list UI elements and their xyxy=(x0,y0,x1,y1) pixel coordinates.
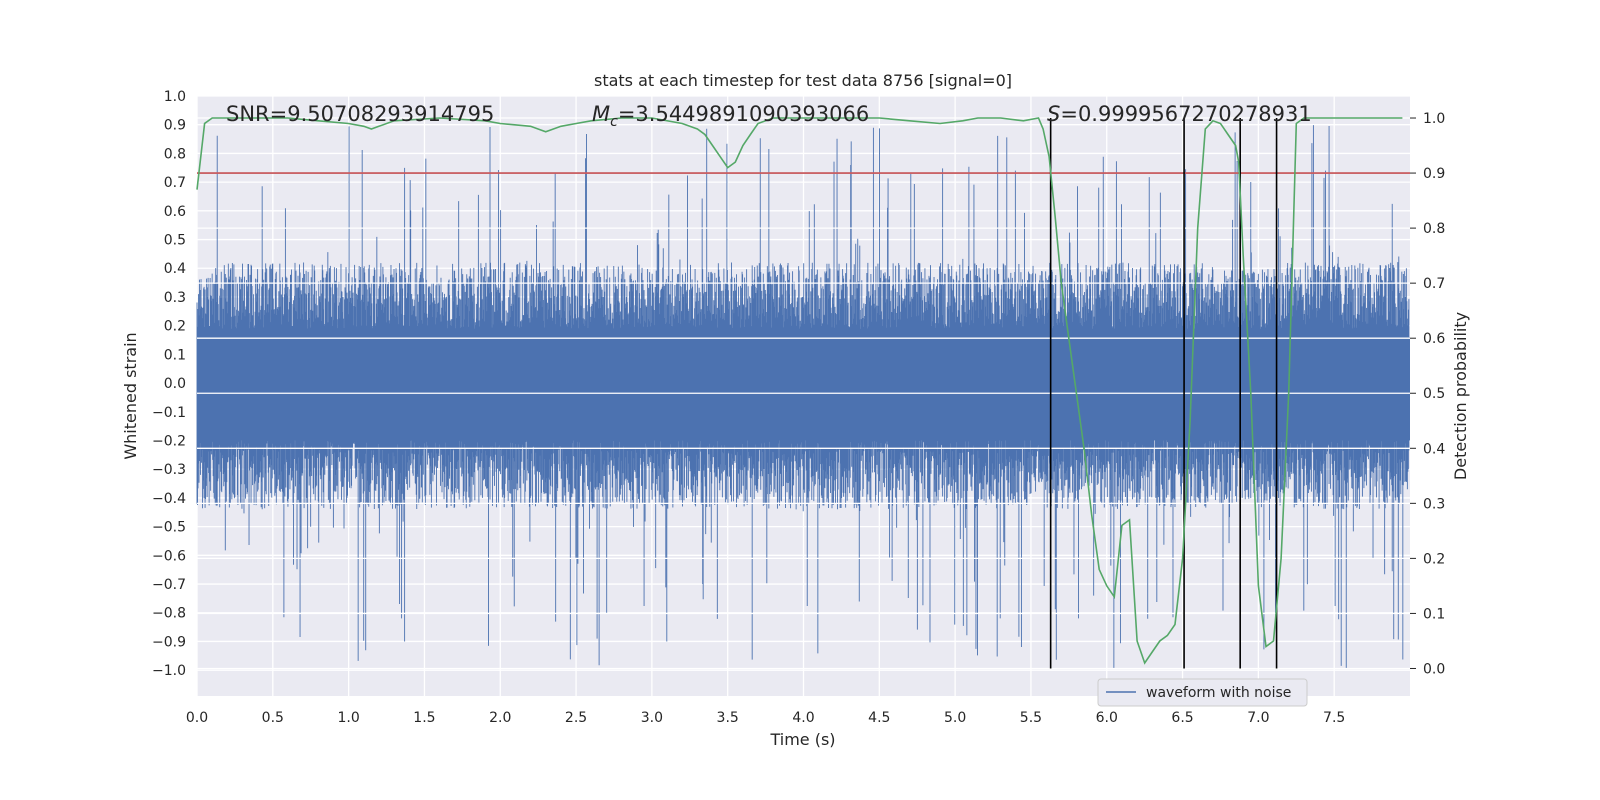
x-tick-label: 5.0 xyxy=(944,710,966,726)
legend-label-waveform: waveform with noise xyxy=(1146,685,1291,701)
y-left-tick-label: −0.3 xyxy=(152,462,186,478)
y-right-tick-label: 0.9 xyxy=(1423,166,1445,182)
x-tick-label: 3.5 xyxy=(717,710,739,726)
x-tick-label: 7.5 xyxy=(1323,710,1345,726)
y-right-tick-label: 0.7 xyxy=(1423,276,1445,292)
y-left-tick-label: 0.6 xyxy=(164,204,186,220)
y-left-tick-label: 1.0 xyxy=(164,89,186,105)
x-axis-label: Time (s) xyxy=(769,730,835,749)
y-left-tick-label: −0.2 xyxy=(152,433,186,449)
y-left-tick-label: −0.1 xyxy=(152,405,186,421)
mc-subscript: c xyxy=(610,114,618,130)
waveform-core xyxy=(197,337,1410,441)
y-left-tick-label: −0.4 xyxy=(152,491,186,507)
y-left-tick-label: −0.7 xyxy=(152,577,186,593)
y-right-tick-label: 0.0 xyxy=(1423,661,1445,677)
y-left-tick-label: 0.5 xyxy=(164,233,186,249)
chart-title: stats at each timestep for test data 875… xyxy=(594,71,1012,90)
y-right-tick-label: 0.6 xyxy=(1423,331,1445,347)
x-tick-label: 0.5 xyxy=(262,710,284,726)
x-tick-label: 7.0 xyxy=(1247,710,1269,726)
y-left-tick-label: −0.8 xyxy=(152,606,186,622)
mc-symbol: M xyxy=(592,102,610,126)
detection-probability-line xyxy=(196,117,1403,665)
x-tick-label: 2.0 xyxy=(489,710,511,726)
left-axis-ticks: 1.0 0.9 0.8 0.7 0.6 0.5 0.4 0.3 0.2 0.1 0.0 −0.1 −0.… xyxy=(152,89,186,679)
y-axis-left-label: Whitened strain xyxy=(121,332,140,459)
y-right-tick-label: 0.4 xyxy=(1423,441,1445,457)
legend-box xyxy=(1097,678,1308,707)
y-left-tick-label: 0.7 xyxy=(164,175,186,191)
x-tick-label: 3.0 xyxy=(641,710,663,726)
y-left-tick-label: 0.2 xyxy=(164,319,186,335)
x-axis-ticks: 0.0 0.5 1.0 1.5 2.0 2.5 3.0 3.5 4.0 4.5 5.0 5.5 6.0 6… xyxy=(186,710,1345,726)
y-left-tick-label: 0.8 xyxy=(164,146,186,162)
y-right-tick-label: 1.0 xyxy=(1423,111,1445,127)
x-tick-label: 4.0 xyxy=(792,710,814,726)
y-right-tick-label: 0.8 xyxy=(1423,221,1445,237)
y-left-tick-label: 0.1 xyxy=(164,347,186,363)
s-symbol: S xyxy=(1047,102,1060,126)
y-left-tick-label: −0.6 xyxy=(152,548,186,564)
y-right-tick-label: 0.3 xyxy=(1423,496,1445,512)
y-right-tick-label: 0.5 xyxy=(1423,386,1445,402)
y-left-tick-label: −1.0 xyxy=(152,663,186,679)
y-left-tick-label: −0.5 xyxy=(152,520,186,536)
y-left-tick-label: 0.0 xyxy=(164,376,186,392)
x-tick-label: 4.5 xyxy=(868,710,890,726)
x-tick-label: 1.5 xyxy=(413,710,435,726)
x-tick-label: 1.0 xyxy=(337,710,359,726)
x-tick-label: 6.0 xyxy=(1096,710,1118,726)
x-tick-label: 0.0 xyxy=(186,710,208,726)
mc-annotation: Mc=3.5449891090393066 xyxy=(592,102,869,130)
overlay xyxy=(196,117,1410,670)
y-right-tick-label: 0.1 xyxy=(1423,606,1445,622)
y-left-tick-label: 0.4 xyxy=(164,261,186,277)
right-axis-ticks: 1.0 0.9 0.8 0.7 0.6 0.5 0.4 0.3 0.2 0.1 0.0 xyxy=(1410,111,1445,677)
x-tick-label: 6.5 xyxy=(1171,710,1193,726)
waveform-series xyxy=(196,125,1410,669)
y-right-tick-label: 0.2 xyxy=(1423,551,1445,567)
snr-annotation: SNR=9.50708293914795 xyxy=(226,102,494,126)
s-annotation: S=0.9999567270278931 xyxy=(1047,102,1312,126)
legend: waveform with noise xyxy=(1097,678,1308,707)
x-tick-label: 2.5 xyxy=(565,710,587,726)
y-left-tick-label: 0.9 xyxy=(164,118,186,134)
y-left-tick-label: 0.3 xyxy=(164,290,186,306)
s-value: =0.9999567270278931 xyxy=(1060,102,1311,126)
y-left-tick-label: −0.9 xyxy=(152,634,186,650)
mc-value: =3.5449891090393066 xyxy=(618,102,869,126)
x-tick-label: 5.5 xyxy=(1020,710,1042,726)
y-axis-right-label: Detection probability xyxy=(1451,312,1470,480)
